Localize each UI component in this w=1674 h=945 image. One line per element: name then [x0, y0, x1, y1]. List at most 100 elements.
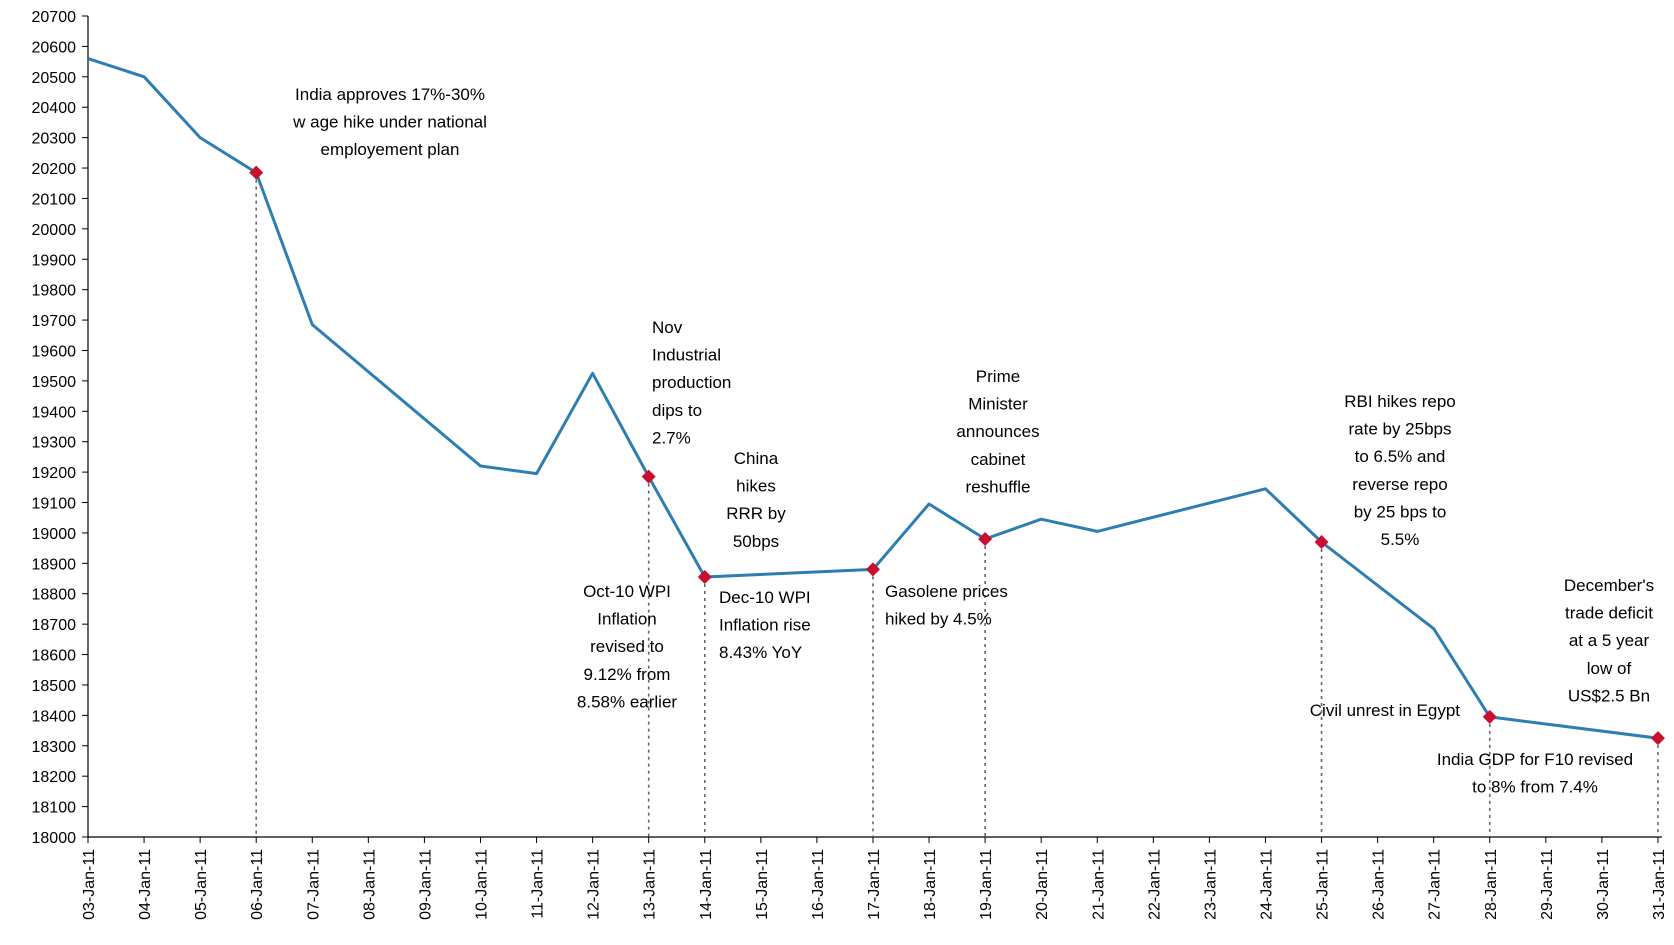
y-tick-label: 19400: [32, 404, 77, 421]
x-tick-label: 23-Jan-11: [1202, 849, 1219, 920]
y-tick-label: 20300: [32, 131, 77, 148]
y-tick-label: 19900: [32, 252, 77, 269]
y-tick-label: 19000: [32, 526, 77, 543]
event-annotation-line: 8.58% earlier: [577, 692, 678, 711]
event-annotation: Civil unrest in Egypt: [1310, 701, 1461, 720]
event-marker: [865, 562, 880, 577]
event-annotation: December's trade deficit at a 5 year low of…: [1564, 576, 1654, 705]
y-tick-label: 20700: [32, 9, 77, 26]
x-tick-label: 30-Jan-11: [1595, 849, 1612, 920]
x-tick-label: 26-Jan-11: [1371, 849, 1388, 920]
x-tick-label: 11-Jan-11: [530, 849, 547, 919]
event-annotation-line: reshuffle: [966, 477, 1031, 496]
event-annotation-line: 9.12% from: [584, 665, 671, 684]
x-tick-label: 24-Jan-11: [1258, 849, 1275, 920]
event-annotation-line: Civil unrest in Egypt: [1310, 701, 1461, 720]
y-tick-label: 19500: [32, 374, 77, 391]
event-marker: [641, 469, 656, 484]
event-marker: [1482, 709, 1497, 724]
event-annotation-line: Inflation: [597, 610, 657, 629]
x-tick-label: 03-Jan-11: [81, 849, 98, 920]
event-annotation-line: employement plan: [321, 140, 460, 159]
y-tick-label: 20600: [32, 39, 77, 56]
event-annotation-line: revised to: [590, 637, 664, 656]
y-tick-label: 19300: [32, 435, 77, 452]
event-annotation-line: hiked by 4.5%: [885, 610, 992, 629]
event-annotation: India approves 17%-30% w age hike under n…: [292, 85, 487, 159]
event-annotation-line: trade deficit: [1565, 604, 1653, 623]
event-annotation-line: reverse repo: [1352, 475, 1447, 494]
event-annotation-line: US$2.5 Bn: [1568, 686, 1650, 705]
event-annotation: Dec-10 WPI Inflation rise 8.43% YoY: [719, 588, 811, 662]
event-annotation-line: December's: [1564, 576, 1654, 595]
x-tick-label: 05-Jan-11: [193, 849, 210, 920]
event-annotation-line: Nov: [652, 318, 683, 337]
y-tick-label: 20400: [32, 100, 77, 117]
x-axis: 03-Jan-11 04-Jan-11 05-Jan-11 06-Jan-11 07-J…: [81, 837, 1668, 920]
x-tick-label: 06-Jan-11: [249, 849, 266, 920]
event-annotation-line: Inflation rise: [719, 616, 811, 635]
event-annotation-line: 50bps: [733, 532, 779, 551]
event-annotation: RBI hikes repo rate by 25bps to 6.5% and re…: [1344, 392, 1456, 549]
event-annotation-line: RBI hikes repo: [1344, 392, 1456, 411]
event-annotation: Gasolene prices hiked by 4.5%: [885, 582, 1008, 629]
y-tick-label: 18600: [32, 648, 77, 665]
x-tick-label: 07-Jan-11: [305, 849, 322, 920]
event-annotation: Nov Industrial production dips to 2.7%: [652, 318, 731, 447]
x-tick-label: 28-Jan-11: [1483, 849, 1500, 920]
x-tick-label: 27-Jan-11: [1427, 849, 1444, 920]
x-tick-label: 25-Jan-11: [1315, 849, 1332, 920]
event-annotation-line: to 8% from 7.4%: [1472, 778, 1598, 797]
x-tick-label: 14-Jan-11: [698, 849, 715, 920]
event-annotation-line: hikes: [736, 477, 776, 496]
y-tick-label: 18800: [32, 587, 77, 604]
y-tick-label: 20500: [32, 70, 77, 87]
y-tick-label: 20000: [32, 222, 77, 239]
event-annotation-line: Oct-10 WPI: [583, 582, 671, 601]
y-tick-label: 19100: [32, 496, 77, 513]
x-tick-label: 15-Jan-11: [754, 849, 771, 920]
event-annotation: Oct-10 WPI Inflation revised to 9.12% from 8…: [577, 582, 678, 711]
event-marker: [1314, 535, 1329, 550]
event-annotation-line: 8.43% YoY: [719, 643, 802, 662]
event-annotations: India approves 17%-30% w age hike under n…: [292, 85, 1654, 797]
y-tick-label: 18500: [32, 678, 77, 695]
x-tick-label: 18-Jan-11: [922, 849, 939, 920]
x-tick-label: 17-Jan-11: [866, 849, 883, 920]
x-tick-label: 12-Jan-11: [586, 849, 603, 920]
y-tick-label: 20100: [32, 191, 77, 208]
event-annotation-line: production: [652, 373, 731, 392]
x-tick-label: 20-Jan-11: [1034, 849, 1051, 920]
event-markers: [249, 165, 1665, 746]
event-annotation-line: to 6.5% and: [1355, 447, 1446, 466]
y-tick-label: 18200: [32, 769, 77, 786]
x-tick-label: 08-Jan-11: [361, 849, 378, 920]
event-annotation-line: at a 5 year: [1569, 631, 1650, 650]
event-annotation: China hikes RRR by 50bps: [726, 449, 786, 551]
event-annotation-line: announces: [956, 422, 1039, 441]
y-tick-label: 19200: [32, 465, 77, 482]
x-tick-label: 04-Jan-11: [137, 849, 154, 920]
y-tick-label: 19600: [32, 343, 77, 360]
event-annotation: Prime Minister announces cabinet reshuffle: [956, 367, 1039, 496]
event-marker: [697, 570, 712, 585]
x-tick-label: 31-Jan-11: [1651, 849, 1668, 920]
event-annotation-line: 5.5%: [1381, 530, 1420, 549]
event-annotation-line: Minister: [968, 395, 1028, 414]
x-tick-label: 22-Jan-11: [1146, 849, 1163, 920]
event-marker: [978, 532, 993, 547]
event-annotation-line: Industrial: [652, 346, 721, 365]
event-annotation-line: rate by 25bps: [1348, 420, 1451, 439]
event-annotation-line: 2.7%: [652, 428, 691, 447]
x-tick-label: 19-Jan-11: [978, 849, 995, 920]
x-tick-label: 29-Jan-11: [1539, 849, 1556, 920]
y-tick-label: 18900: [32, 556, 77, 573]
y-tick-label: 18400: [32, 708, 77, 725]
series-line: [87, 57, 1659, 740]
y-tick-label: 18100: [32, 800, 77, 817]
event-droplines: [255, 172, 1659, 837]
x-tick-label: 21-Jan-11: [1090, 849, 1107, 920]
event-annotation-line: Dec-10 WPI: [719, 588, 811, 607]
event-annotation-line: India GDP for F10 revised: [1437, 750, 1633, 769]
x-tick-label: 10-Jan-11: [473, 849, 490, 920]
